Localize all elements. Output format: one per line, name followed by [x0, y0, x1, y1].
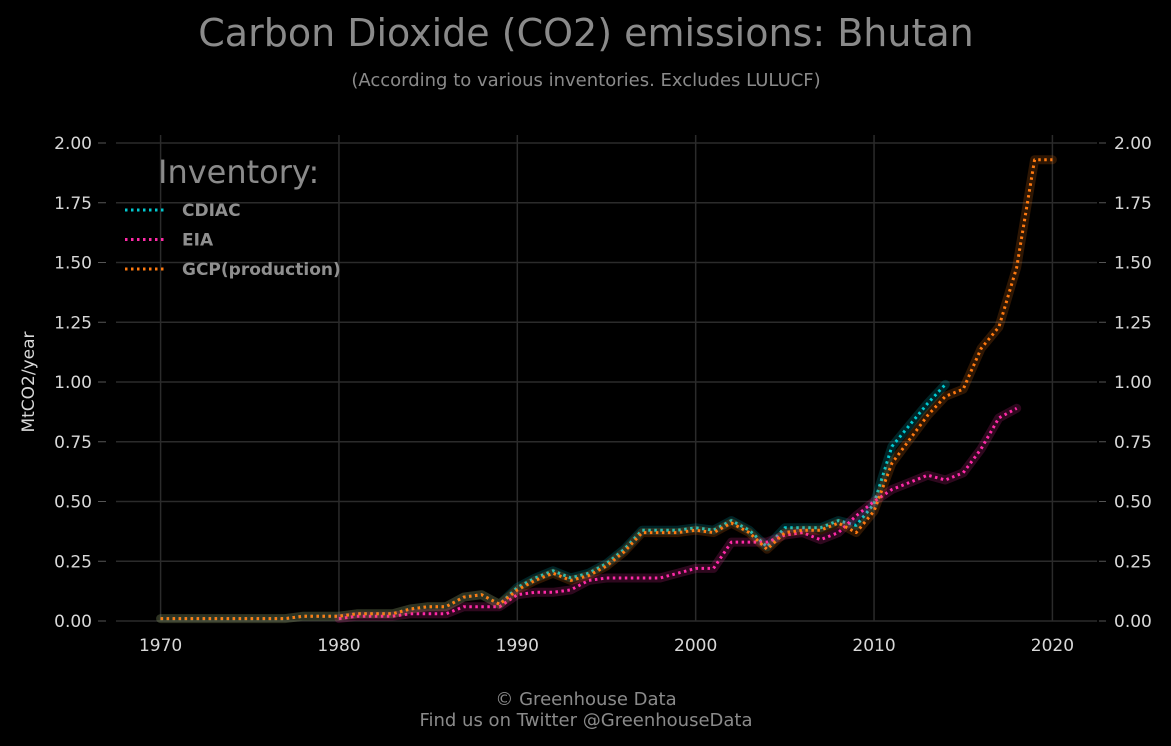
legend-label: GCP(production)	[182, 260, 341, 280]
legend-title: Inventory:	[158, 153, 319, 191]
x-axis: 1970 1980 1990 2000 2010 2020	[139, 636, 1074, 656]
footer-copyright: © Greenhouse Data	[495, 689, 676, 710]
x-tick-label: 2000	[674, 636, 717, 656]
series-lines	[156, 155, 1057, 624]
y-tick-label-right: 1.25	[1114, 313, 1152, 333]
x-tick-label: 1970	[139, 636, 182, 656]
y-tick-label-right: 0.50	[1114, 493, 1152, 513]
footer-twitter: Find us on Twitter @GreenhouseData	[419, 710, 752, 731]
series-glow	[156, 155, 1057, 624]
y-tick-label-right: 1.00	[1114, 373, 1152, 393]
y-tick-label-right: 0.75	[1114, 433, 1152, 453]
y-tick-label-right: 2.00	[1114, 134, 1152, 154]
y-tick-label-left: 0.50	[54, 493, 92, 513]
y-axis-left: 0.00 0.25 0.50 0.75 1.00 1.25 1.50 1.75 2.00	[54, 134, 106, 632]
x-tick-label: 2020	[1031, 636, 1074, 656]
series-gcp-production	[156, 155, 1057, 624]
y-tick-label-left: 2.00	[54, 134, 92, 154]
grid	[116, 135, 1097, 622]
y-tick-label-left: 0.75	[54, 433, 92, 453]
series-line	[160, 383, 947, 621]
legend: Inventory: CDIAC EIA GCP(production)	[125, 153, 341, 280]
y-tick-label-right: 0.00	[1114, 612, 1152, 632]
y-tick-label-right: 1.75	[1114, 194, 1152, 214]
y-axis-label: MtCO2/year	[19, 331, 39, 432]
y-tick-label-left: 1.00	[54, 373, 92, 393]
y-tick-label-left: 0.00	[54, 612, 92, 632]
series-eia	[334, 403, 1022, 624]
y-tick-label-left: 0.25	[54, 552, 92, 572]
y-tick-label-left: 1.25	[54, 313, 92, 333]
x-tick-label: 1980	[317, 636, 360, 656]
y-tick-label-left: 1.50	[54, 254, 92, 274]
chart-subtitle: (According to various inventories. Exclu…	[351, 70, 820, 91]
x-tick-label: 2010	[852, 636, 895, 656]
legend-items: CDIAC EIA GCP(production)	[125, 201, 341, 280]
y-tick-label-right: 1.50	[1114, 254, 1152, 274]
legend-label: CDIAC	[182, 201, 241, 221]
x-tick-label: 1990	[496, 636, 539, 656]
y-tick-label-right: 0.25	[1114, 552, 1152, 572]
chart-title: Carbon Dioxide (CO2) emissions: Bhutan	[198, 11, 973, 55]
series-cdiac	[156, 379, 950, 624]
legend-label: EIA	[182, 231, 214, 251]
y-axis-right: 0.00 0.25 0.50 0.75 1.00 1.25 1.50 1.75 2.00	[1099, 134, 1152, 632]
series-glow	[334, 403, 1022, 624]
y-tick-label-left: 1.75	[54, 194, 92, 214]
